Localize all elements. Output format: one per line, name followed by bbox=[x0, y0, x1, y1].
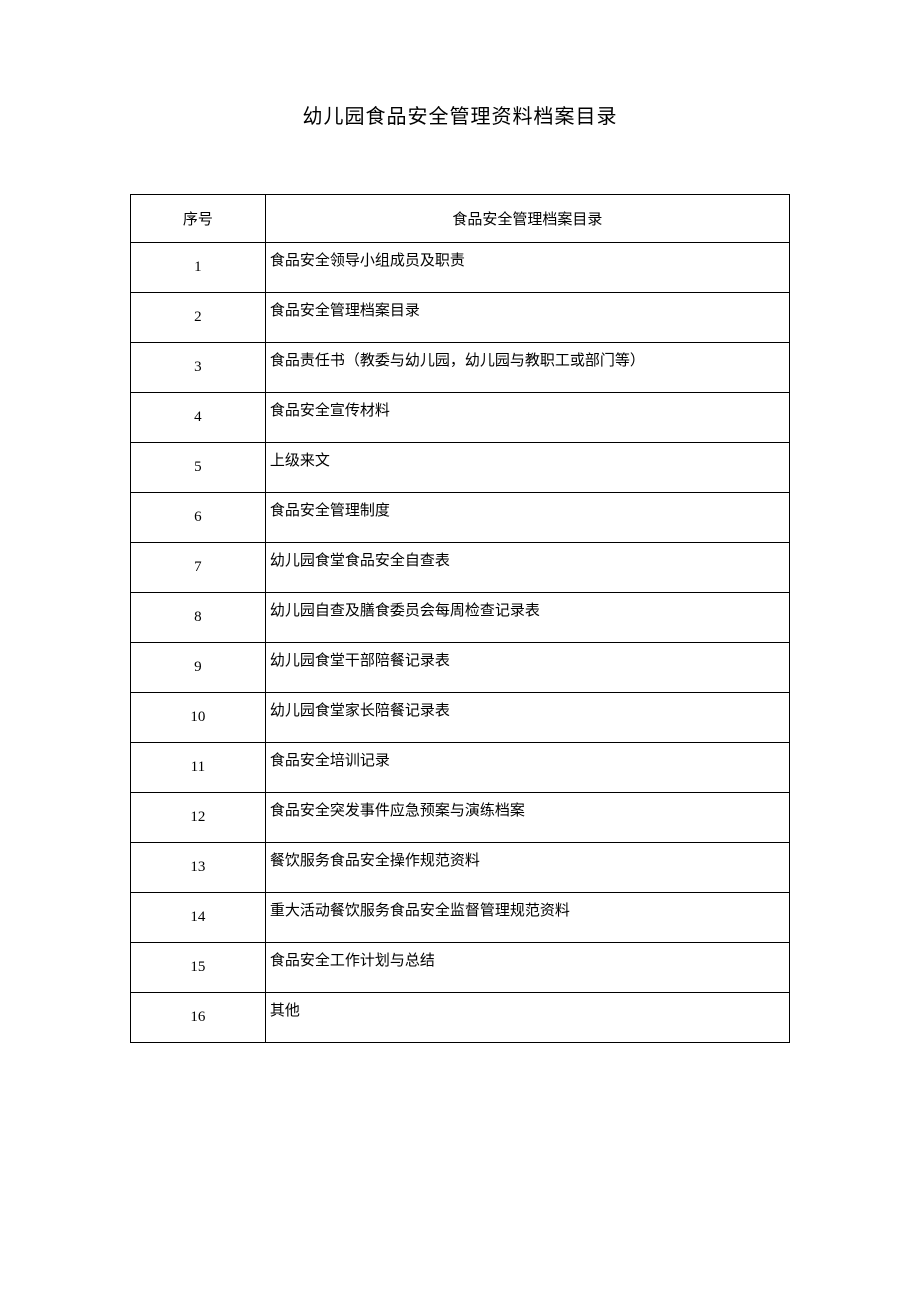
table-row: 1 食品安全领导小组成员及职责 bbox=[131, 243, 790, 293]
table-row: 5 上级来文 bbox=[131, 443, 790, 493]
cell-index: 1 bbox=[131, 243, 266, 293]
cell-index: 11 bbox=[131, 743, 266, 793]
cell-content: 餐饮服务食品安全操作规范资料 bbox=[265, 843, 789, 893]
table-row: 4 食品安全宣传材料 bbox=[131, 393, 790, 443]
cell-content: 食品责任书（教委与幼儿园，幼儿园与教职工或部门等） bbox=[265, 343, 789, 393]
table-row: 6 食品安全管理制度 bbox=[131, 493, 790, 543]
cell-index: 9 bbox=[131, 643, 266, 693]
cell-content: 食品安全管理制度 bbox=[265, 493, 789, 543]
cell-content: 其他 bbox=[265, 993, 789, 1043]
cell-index: 3 bbox=[131, 343, 266, 393]
cell-content: 幼儿园食堂家长陪餐记录表 bbox=[265, 693, 789, 743]
cell-content: 食品安全突发事件应急预案与演练档案 bbox=[265, 793, 789, 843]
page-title: 幼儿园食品安全管理资料档案目录 bbox=[130, 100, 790, 129]
table-row: 3 食品责任书（教委与幼儿园，幼儿园与教职工或部门等） bbox=[131, 343, 790, 393]
cell-index: 6 bbox=[131, 493, 266, 543]
table-row: 11 食品安全培训记录 bbox=[131, 743, 790, 793]
table-row: 2 食品安全管理档案目录 bbox=[131, 293, 790, 343]
cell-content: 幼儿园自查及膳食委员会每周检查记录表 bbox=[265, 593, 789, 643]
cell-content: 食品安全管理档案目录 bbox=[265, 293, 789, 343]
cell-index: 10 bbox=[131, 693, 266, 743]
cell-content: 幼儿园食堂干部陪餐记录表 bbox=[265, 643, 789, 693]
table-body: 1 食品安全领导小组成员及职责 2 食品安全管理档案目录 3 食品责任书（教委与… bbox=[131, 243, 790, 1043]
cell-content: 食品安全宣传材料 bbox=[265, 393, 789, 443]
table-row: 9 幼儿园食堂干部陪餐记录表 bbox=[131, 643, 790, 693]
cell-index: 15 bbox=[131, 943, 266, 993]
header-content: 食品安全管理档案目录 bbox=[265, 195, 789, 243]
table-row: 10 幼儿园食堂家长陪餐记录表 bbox=[131, 693, 790, 743]
table-row: 16 其他 bbox=[131, 993, 790, 1043]
cell-index: 16 bbox=[131, 993, 266, 1043]
cell-content: 食品安全工作计划与总结 bbox=[265, 943, 789, 993]
table-row: 14 重大活动餐饮服务食品安全监督管理规范资料 bbox=[131, 893, 790, 943]
header-index: 序号 bbox=[131, 195, 266, 243]
cell-content: 食品安全培训记录 bbox=[265, 743, 789, 793]
cell-index: 12 bbox=[131, 793, 266, 843]
cell-index: 8 bbox=[131, 593, 266, 643]
table-row: 15 食品安全工作计划与总结 bbox=[131, 943, 790, 993]
cell-index: 4 bbox=[131, 393, 266, 443]
cell-index: 7 bbox=[131, 543, 266, 593]
cell-index: 5 bbox=[131, 443, 266, 493]
cell-index: 2 bbox=[131, 293, 266, 343]
cell-content: 幼儿园食堂食品安全自查表 bbox=[265, 543, 789, 593]
cell-content: 上级来文 bbox=[265, 443, 789, 493]
cell-content: 食品安全领导小组成员及职责 bbox=[265, 243, 789, 293]
cell-index: 14 bbox=[131, 893, 266, 943]
cell-content: 重大活动餐饮服务食品安全监督管理规范资料 bbox=[265, 893, 789, 943]
cell-indexved: 13 bbox=[131, 843, 266, 893]
archive-table: 序号 食品安全管理档案目录 1 食品安全领导小组成员及职责 2 食品安全管理档案… bbox=[130, 194, 790, 1043]
table-row: 7 幼儿园食堂食品安全自查表 bbox=[131, 543, 790, 593]
table-row: 12 食品安全突发事件应急预案与演练档案 bbox=[131, 793, 790, 843]
table-row: 8 幼儿园自查及膳食委员会每周检查记录表 bbox=[131, 593, 790, 643]
table-header-row: 序号 食品安全管理档案目录 bbox=[131, 195, 790, 243]
table-row: 13 餐饮服务食品安全操作规范资料 bbox=[131, 843, 790, 893]
